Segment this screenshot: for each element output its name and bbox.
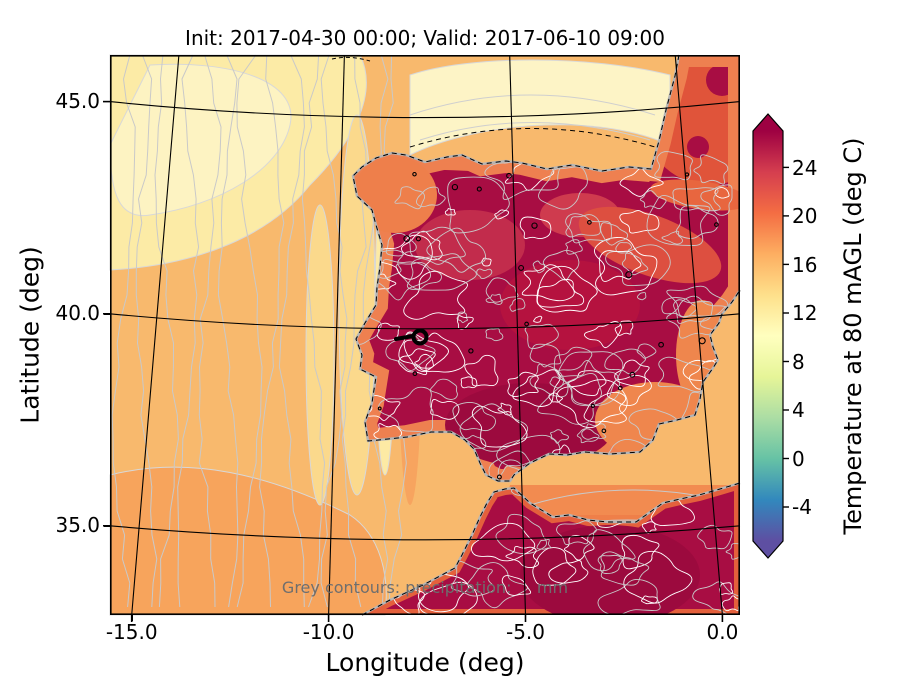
y-tick-40: 40.0 — [55, 301, 100, 325]
cb-tick-0: 0 — [792, 447, 805, 471]
y-tick-45: 45.0 — [55, 89, 100, 113]
cb-tick-4: 4 — [792, 398, 805, 422]
x-tick-minus10: -10.0 — [302, 620, 355, 644]
graticule — [109, 54, 741, 616]
precip-contour-annotation: Grey contours: precipitation: mm — [281, 578, 569, 597]
x-tick-minus5: -5.0 — [505, 620, 546, 644]
y-axis-label: Latitude (deg) — [15, 246, 45, 424]
cb-tick-minus4: -4 — [792, 495, 812, 519]
cb-tick-16: 16 — [792, 253, 818, 277]
station-marker — [394, 328, 429, 346]
cb-tick-24: 24 — [792, 156, 818, 180]
y-tick-35: 35.0 — [55, 513, 100, 537]
axes-border — [110, 55, 741, 616]
x-tick-minus15: -15.0 — [105, 620, 158, 644]
y-tickmark — [104, 525, 110, 527]
colorbar-label: Temperature at 80 mAGL (deg C) — [839, 137, 867, 535]
colorbar-tick-marks — [783, 166, 789, 508]
x-tick-0: 0.0 — [706, 620, 739, 644]
map-plot — [103, 53, 742, 622]
colorbar-bar — [752, 113, 784, 559]
colorbar — [752, 113, 789, 559]
cb-tick-12: 12 — [792, 301, 818, 325]
cb-tick-20: 20 — [792, 204, 818, 228]
y-tickmark — [104, 313, 110, 315]
x-tickmark — [327, 615, 330, 621]
ocean-precip-contours — [111, 54, 410, 608]
plot-title: Init: 2017-04-30 00:00; Valid: 2017-06-1… — [185, 26, 665, 50]
cb-tick-8: 8 — [792, 350, 805, 374]
x-axis-label: Longitude (deg) — [325, 648, 525, 677]
y-tickmark — [104, 100, 110, 103]
x-tickmark — [131, 615, 133, 621]
x-tickmark — [524, 615, 527, 621]
x-tickmark — [721, 615, 724, 621]
